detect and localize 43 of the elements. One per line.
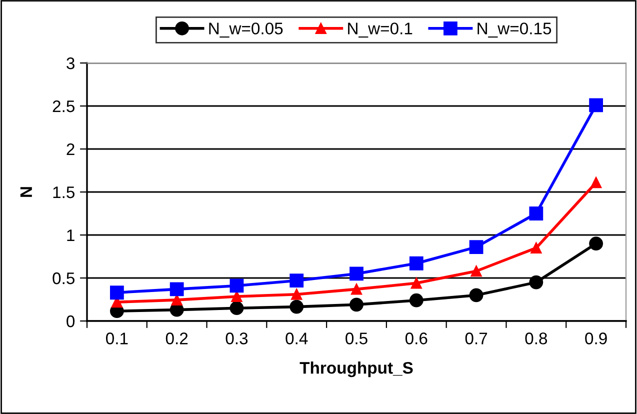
x-tick-label: 0.9 bbox=[585, 332, 607, 344]
legend-label: N_w=0.1 bbox=[348, 22, 412, 38]
point bbox=[350, 298, 364, 312]
point bbox=[350, 284, 362, 295]
legend-label: N_w=0.15 bbox=[478, 22, 552, 38]
point bbox=[410, 278, 422, 289]
x-tick-label: 0.6 bbox=[405, 332, 428, 344]
x-tick-label: 0.4 bbox=[286, 332, 308, 344]
y-tick-label: 0 bbox=[66, 315, 75, 328]
x-axis-title: Throughput_S bbox=[300, 362, 413, 378]
point bbox=[529, 206, 544, 220]
x-tick-label: 0.7 bbox=[465, 332, 488, 344]
point bbox=[350, 266, 364, 281]
y-tick-label: 2 bbox=[66, 143, 74, 156]
point bbox=[590, 176, 602, 188]
point bbox=[290, 274, 304, 288]
x-tick-label: 0.1 bbox=[106, 332, 128, 344]
x-tick-label: 0.5 bbox=[346, 332, 368, 344]
point bbox=[589, 98, 603, 112]
y-tick-label: 0.5 bbox=[52, 272, 74, 284]
legend-label: N_w=0.05 bbox=[209, 22, 283, 38]
x-tick-label: 0.3 bbox=[226, 332, 248, 344]
y-tick-label: 1 bbox=[67, 230, 74, 242]
point bbox=[589, 236, 603, 251]
point bbox=[409, 293, 424, 308]
y-tick-label: 2.5 bbox=[52, 100, 74, 112]
point bbox=[291, 288, 302, 300]
point bbox=[409, 256, 424, 270]
point bbox=[530, 242, 542, 254]
x-tick-label: 0.8 bbox=[525, 332, 548, 344]
point bbox=[110, 286, 124, 300]
point bbox=[470, 266, 482, 277]
point bbox=[469, 288, 484, 302]
point bbox=[170, 282, 184, 296]
point bbox=[230, 301, 244, 316]
point bbox=[469, 240, 484, 254]
point bbox=[230, 278, 244, 293]
y-tick-label: 3 bbox=[66, 57, 74, 70]
point bbox=[529, 275, 544, 290]
x-tick-label: 0.2 bbox=[166, 332, 188, 344]
y-axis-title: N bbox=[20, 187, 32, 197]
y-tick-label: 1.5 bbox=[53, 186, 74, 198]
point bbox=[290, 300, 304, 314]
